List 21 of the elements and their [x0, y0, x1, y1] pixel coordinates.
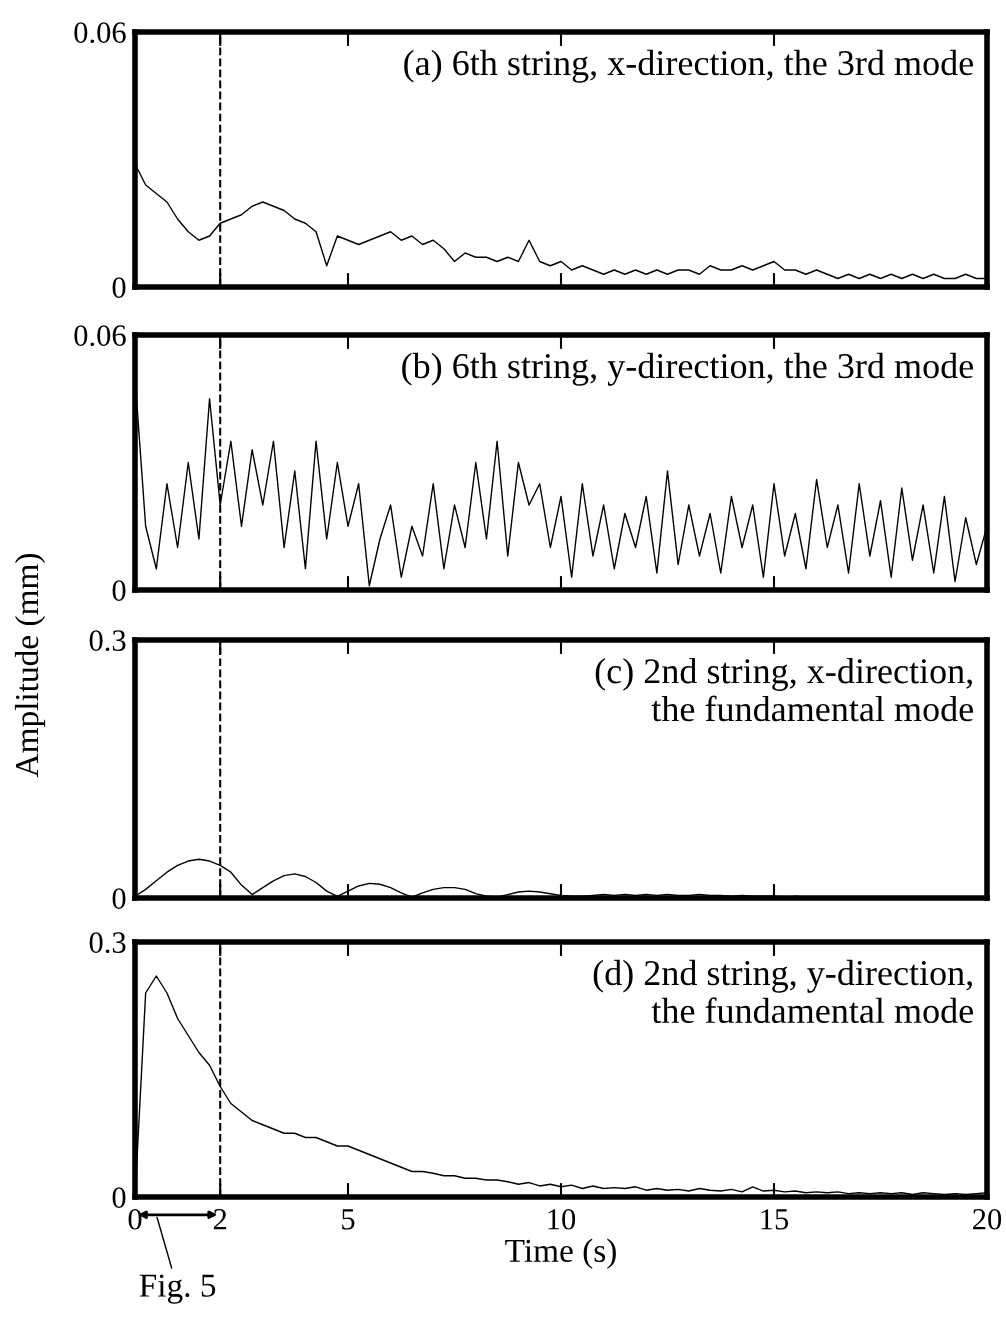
x-axis-title: Time (s): [505, 1238, 616, 1269]
y-tick-label: 0.06: [74, 325, 126, 347]
y-tick-label: 0.3: [89, 932, 126, 954]
y-tick-label: 0.06: [74, 22, 126, 44]
y-tick-label: 0: [112, 1187, 126, 1208]
text: (d) 2nd string, y-direction, the fundamental mode: [593, 959, 973, 1024]
x-tick-label: 0: [128, 1208, 142, 1230]
caption: Fig. 5: [139, 1274, 216, 1304]
x-tick-label: 5: [342, 1209, 355, 1230]
chart-title: (a) 6th string, x-direction, the 3rd mode: [404, 49, 973, 83]
x-tick-label: 20: [973, 1208, 1002, 1230]
y-tick-label: 0.3: [89, 630, 126, 652]
y-tick-label: 0: [112, 888, 126, 909]
text: (c) 2nd string, x-direction, the fundamental mode: [595, 658, 973, 722]
y-tick-label: 0: [112, 580, 126, 601]
x-tick-label: 10: [548, 1208, 576, 1230]
x-tick-label: 2: [213, 1209, 227, 1230]
y-tick-label: 0: [112, 277, 126, 298]
x-tick-label: 15: [761, 1209, 789, 1230]
y-axis-title: Amplitude (mm): [14, 553, 46, 778]
chart-title: (b) 6th string, y-direction, the 3rd mode: [402, 352, 973, 386]
